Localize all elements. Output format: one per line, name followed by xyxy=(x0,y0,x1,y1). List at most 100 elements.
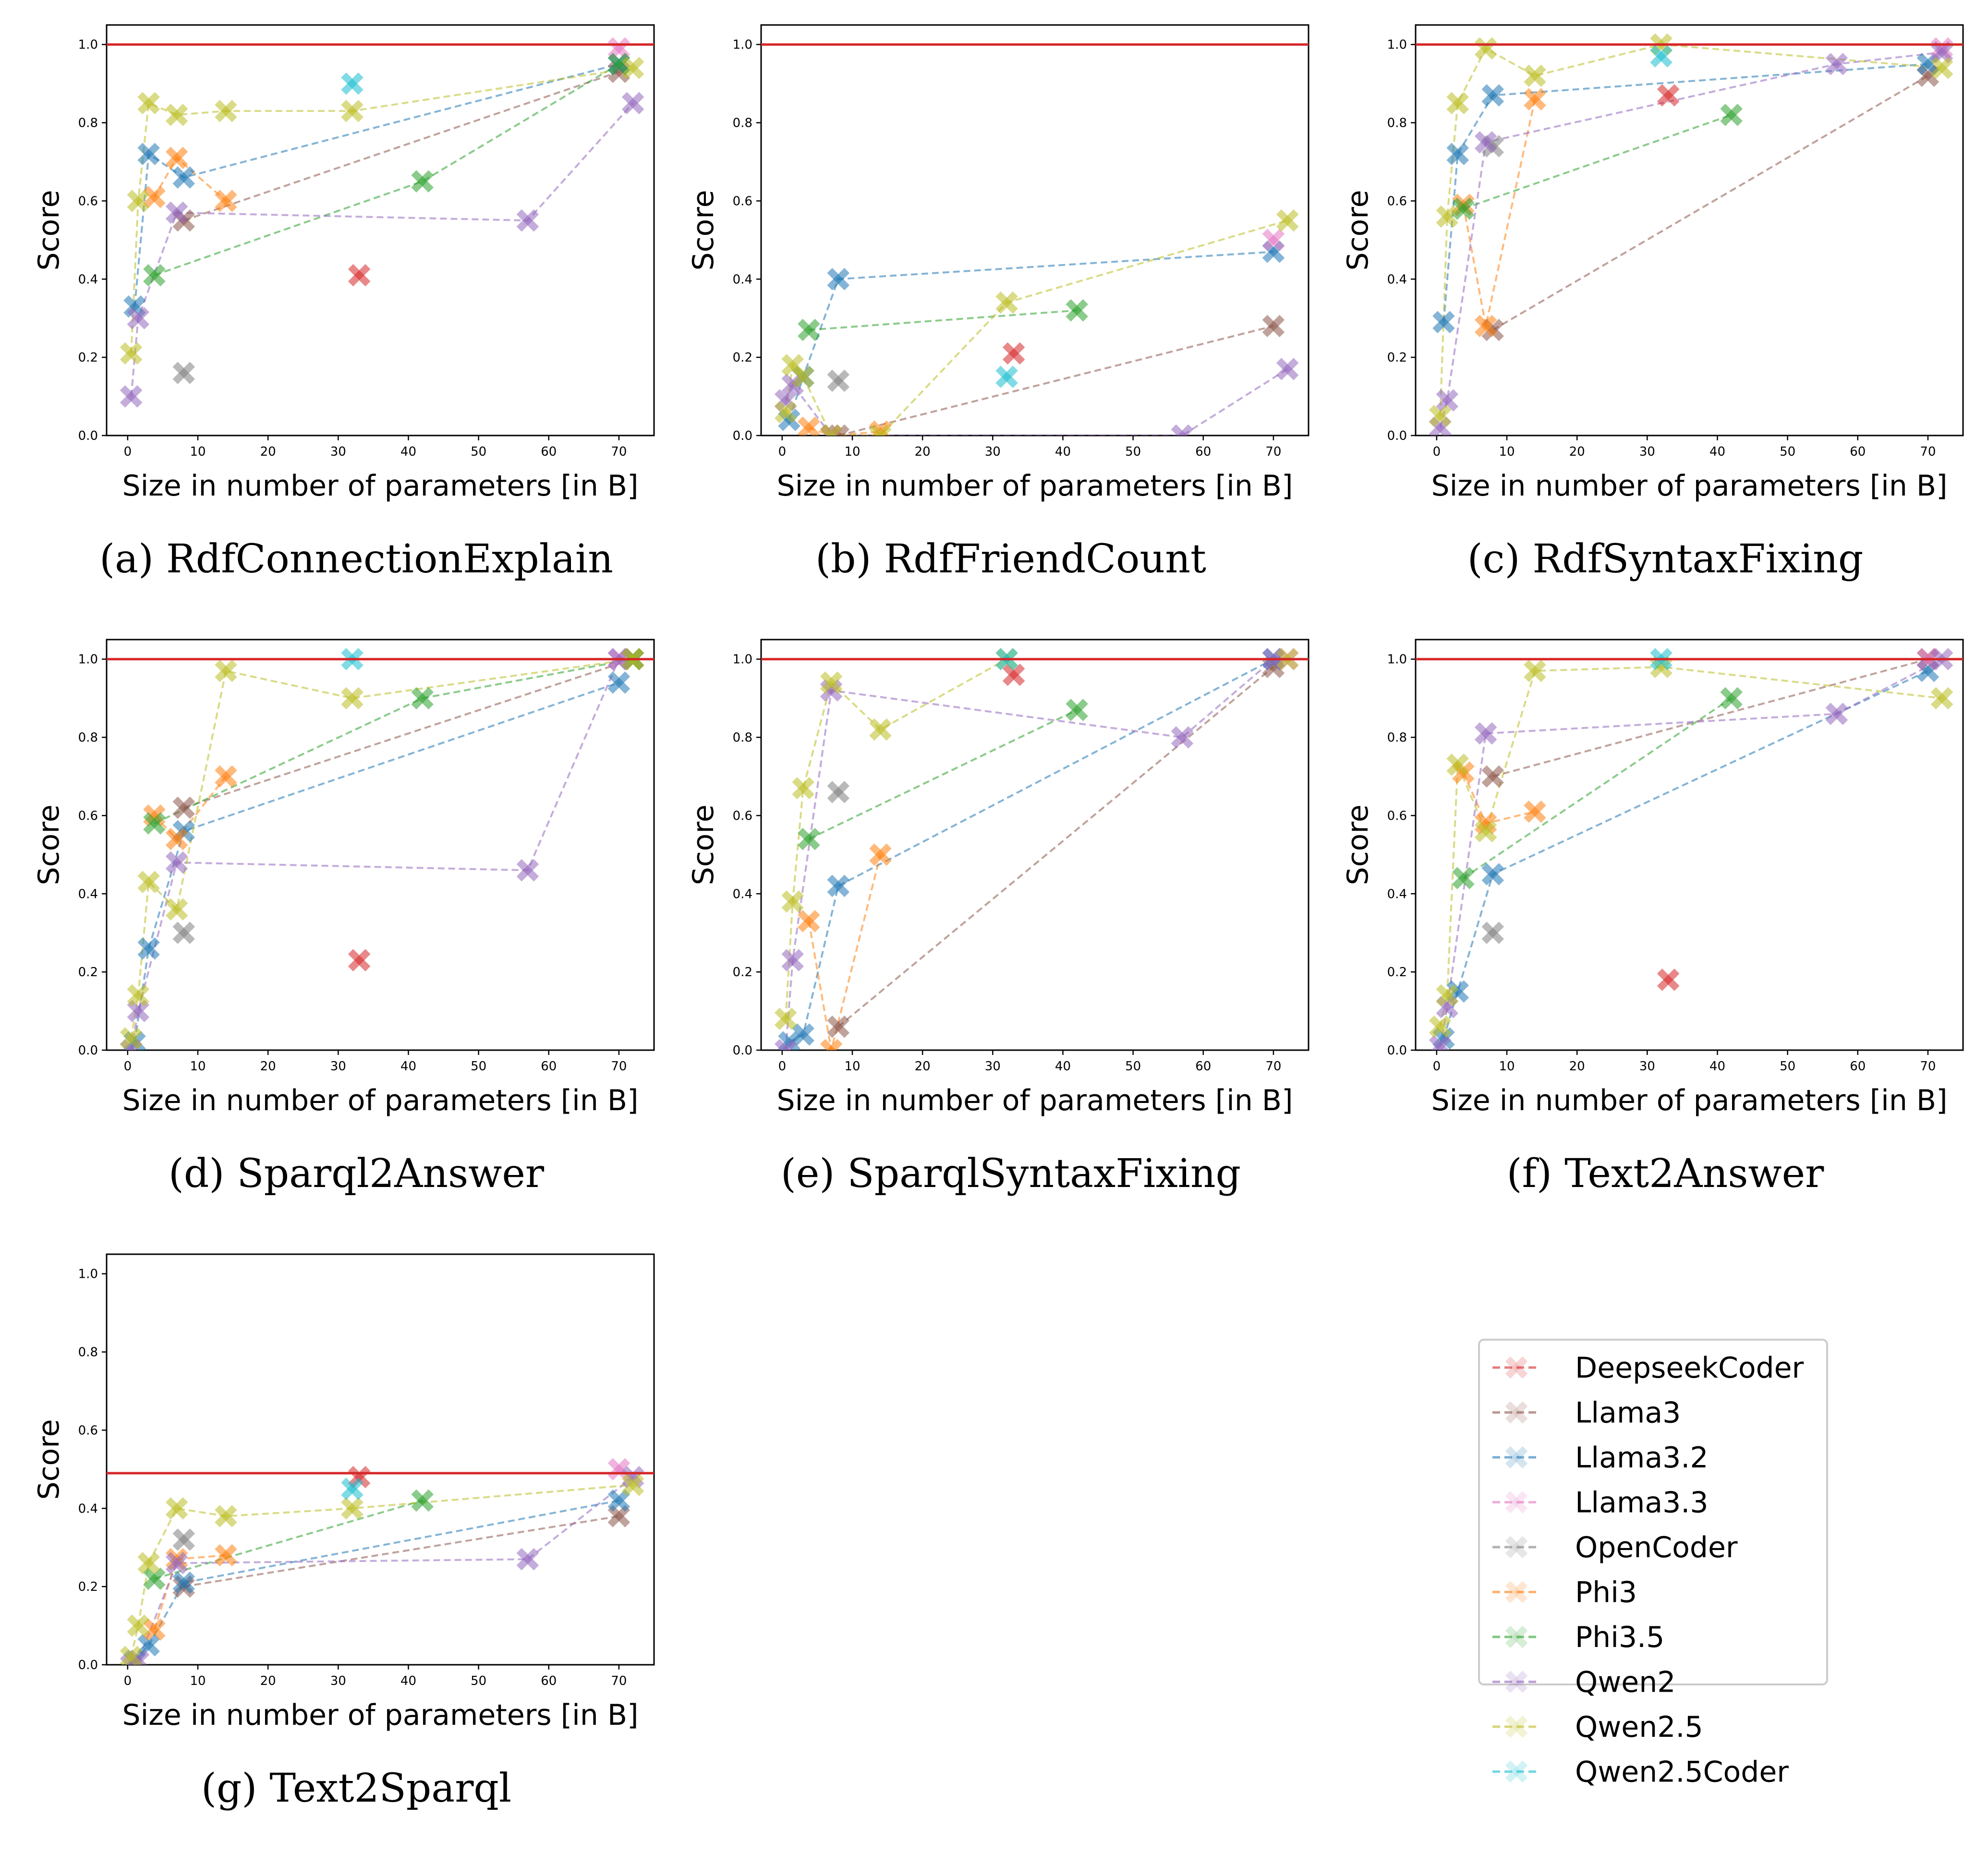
data-point-phi3 xyxy=(798,416,820,436)
y-tick-label: 1.0 xyxy=(78,653,98,667)
x-tick-label: 50 xyxy=(471,1059,486,1074)
data-point-qwen2-5 xyxy=(165,898,188,921)
x-tick-label: 40 xyxy=(1055,445,1071,459)
y-tick-label: 0.2 xyxy=(78,351,98,365)
chart-panel: 0.0 0.2 0.4 0.6 0.8 1.0 0 10 20 30 40 50 60 70 Size in… xyxy=(687,639,1309,1197)
legend-marker-icon xyxy=(1505,1581,1528,1603)
data-point-qwen2 xyxy=(1825,53,1848,75)
x-tick-label: 10 xyxy=(844,1059,860,1074)
data-point-llama3-2 xyxy=(1446,143,1469,166)
x-tick-label: 50 xyxy=(1780,1059,1795,1074)
plot-area xyxy=(774,209,1299,436)
x-tick-label: 50 xyxy=(1780,445,1795,459)
plot-frame xyxy=(106,639,655,1051)
data-point-qwen2-5 xyxy=(792,777,814,799)
x-tick-label: 70 xyxy=(611,1674,627,1688)
data-point-qwen2-5 xyxy=(215,659,237,682)
x-tick-label: 30 xyxy=(1639,1059,1655,1074)
legend-entry: Qwen2 xyxy=(1492,1666,1675,1699)
data-point-qwen2-5 xyxy=(165,1497,188,1520)
legend-label: Qwen2.5 xyxy=(1575,1710,1703,1744)
data-point-deepseekcoder xyxy=(1002,342,1025,365)
series-line-phi3 xyxy=(1462,99,1536,327)
chart-panel: 0.0 0.2 0.4 0.6 0.8 1.0 0 10 20 30 40 50 60 70 Size in… xyxy=(687,24,1309,582)
data-point-qwen2 xyxy=(516,1548,539,1571)
y-tick-label: 0.4 xyxy=(1387,272,1407,287)
plot-area xyxy=(120,37,644,408)
data-point-phi3 xyxy=(143,1618,166,1641)
data-point-qwen2-5 xyxy=(781,890,804,913)
x-tick-label: 40 xyxy=(1055,1059,1071,1074)
series-line-phi3-5 xyxy=(154,63,619,277)
legend-marker-icon xyxy=(1505,1491,1528,1514)
panel-caption: (c) RdfSyntaxFixing xyxy=(1467,536,1864,582)
data-point-qwen2-5 xyxy=(127,1614,150,1637)
series-line-llama3-2 xyxy=(788,658,1274,1043)
data-point-llama3 xyxy=(1262,315,1285,338)
legend-entry: Qwen2.5Coder xyxy=(1492,1756,1789,1789)
data-point-qwen2-5 xyxy=(127,190,150,212)
x-axis-label: Size in number of parameters [in B] xyxy=(122,1698,639,1732)
x-axis-label: Size in number of parameters [in B] xyxy=(122,469,639,503)
y-tick-label: 1.0 xyxy=(733,38,752,52)
series-line-phi3-5 xyxy=(1463,114,1732,210)
data-point-qwen2-5 xyxy=(341,99,364,122)
data-point-llama3-2 xyxy=(137,1634,160,1657)
y-axis-label: Score xyxy=(1341,804,1375,885)
data-point-qwen2 xyxy=(1474,722,1497,745)
x-axis-label: Size in number of parameters [in B] xyxy=(777,1084,1293,1117)
legend-label: Llama3.2 xyxy=(1575,1441,1709,1475)
legend-marker xyxy=(1505,1356,1528,1379)
data-point-qwen2-5 xyxy=(1474,37,1497,60)
legend-entry: Phi3 xyxy=(1492,1576,1637,1610)
data-point-llama3-2 xyxy=(1481,863,1504,885)
y-axis-label: Score xyxy=(687,804,720,885)
x-tick-label: 20 xyxy=(915,445,931,459)
data-point-phi3 xyxy=(215,190,237,212)
data-point-qwen2-5 xyxy=(341,687,364,710)
y-tick-label: 0.4 xyxy=(78,887,98,901)
chart-panel: 0.0 0.2 0.4 0.6 0.8 1.0 0 10 20 30 40 50 60 70 Size in… xyxy=(1341,639,1964,1197)
data-point-deepseekcoder xyxy=(1002,663,1025,686)
data-point-deepseekcoder xyxy=(348,949,371,972)
data-point-qwen2-5 xyxy=(165,103,188,126)
data-point-qwen2-5coder xyxy=(341,72,364,95)
y-axis-label: Score xyxy=(32,804,66,885)
data-point-qwen2 xyxy=(781,949,804,972)
x-tick-label: 60 xyxy=(1195,445,1211,459)
data-point-llama3-2 xyxy=(827,267,850,291)
plot-frame xyxy=(106,1253,655,1666)
legend-marker-icon xyxy=(1505,1760,1528,1783)
data-point-qwen2-5 xyxy=(774,400,797,424)
legend-marker xyxy=(1505,1581,1528,1603)
x-tick-label: 60 xyxy=(1195,1059,1211,1074)
data-point-llama3 xyxy=(1481,765,1504,788)
data-point-qwen2-5 xyxy=(1524,659,1546,682)
series-line-phi3-5 xyxy=(808,709,1078,840)
data-point-qwen2-5 xyxy=(127,984,150,1007)
chart-panel: 0.0 0.2 0.4 0.6 0.8 1.0 0 10 20 30 40 50 60 70 Size in… xyxy=(32,1253,655,1811)
y-tick-label: 0.2 xyxy=(1387,965,1407,980)
y-tick-label: 0.6 xyxy=(78,809,98,823)
data-point-qwen2-5 xyxy=(120,342,143,365)
data-point-qwen2 xyxy=(1276,358,1299,380)
data-point-qwen2 xyxy=(774,1039,797,1050)
y-tick-label: 0.0 xyxy=(733,1043,752,1058)
data-point-phi3-5 xyxy=(143,264,166,287)
data-point-qwen2 xyxy=(165,851,188,874)
data-point-qwen2-5 xyxy=(137,871,160,894)
x-tick-label: 60 xyxy=(1850,1059,1866,1074)
data-point-phi3-5 xyxy=(411,1489,434,1512)
chart-panel: 0.0 0.2 0.4 0.6 0.8 1.0 0 10 20 30 40 50 60 70 Size in… xyxy=(1341,24,1964,582)
data-point-opencoder xyxy=(1481,921,1504,945)
y-tick-label: 1.0 xyxy=(78,38,98,52)
x-tick-label: 70 xyxy=(611,1059,627,1074)
series-line-llama3-2 xyxy=(1443,63,1928,323)
x-axis-label: Size in number of parameters [in B] xyxy=(122,1084,639,1117)
y-tick-label: 0.8 xyxy=(1387,116,1407,131)
series-line-phi3 xyxy=(153,1554,226,1630)
legend-label: DeepseekCoder xyxy=(1575,1351,1804,1385)
data-point-qwen2 xyxy=(1474,131,1497,154)
x-tick-label: 0 xyxy=(1433,1059,1441,1074)
y-axis-label: Score xyxy=(1341,190,1375,270)
